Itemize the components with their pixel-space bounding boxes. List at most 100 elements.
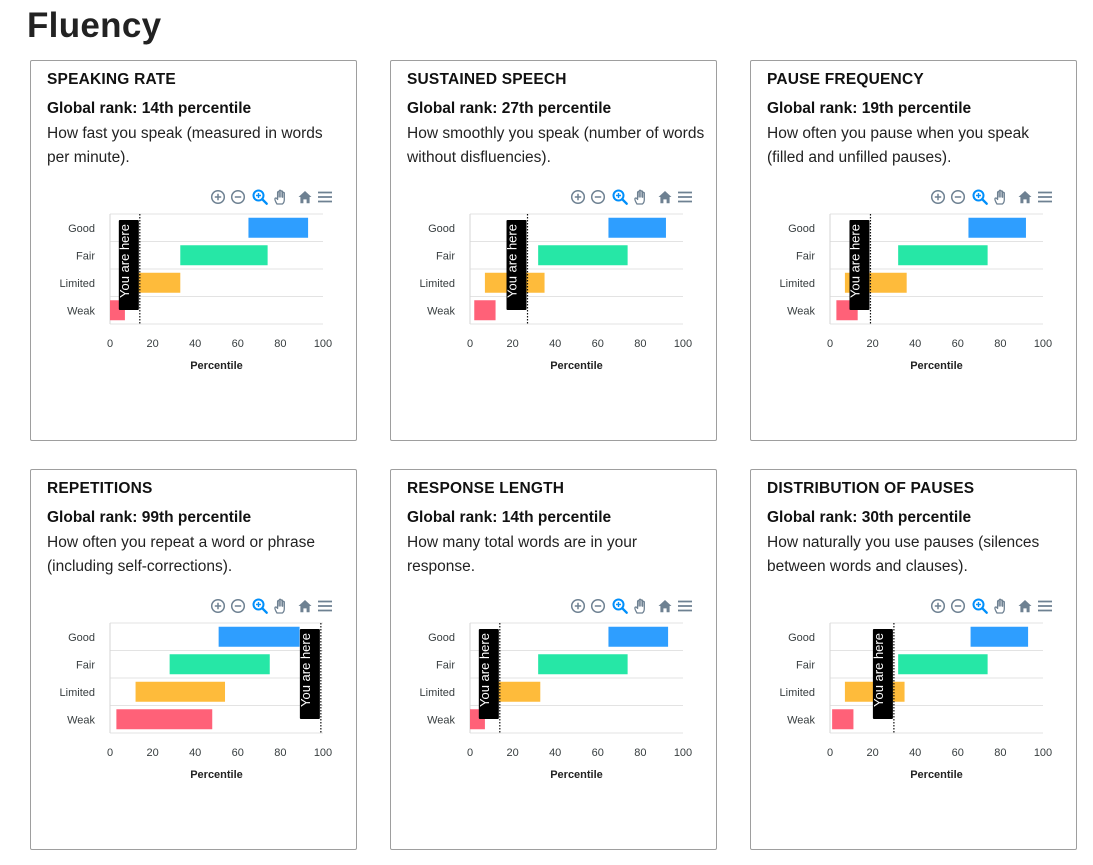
x-tick-label: 40	[909, 338, 921, 350]
reset-home-icon[interactable]	[656, 597, 674, 615]
x-tick-label: 100	[314, 747, 332, 759]
menu-icon[interactable]	[316, 597, 334, 615]
zoom-in-icon[interactable]	[929, 597, 947, 615]
pan-hand-icon[interactable]	[992, 597, 1010, 615]
menu-icon[interactable]	[1036, 188, 1054, 206]
category-label: Fair	[796, 659, 815, 671]
chart-repetitions: Good Fair Limited Weak 0 20 40 60 80 100 Percentil…	[60, 622, 332, 781]
card-title: RESPONSE LENGTH	[407, 480, 565, 497]
bar-fair[interactable]	[538, 245, 628, 266]
menu-icon[interactable]	[316, 188, 334, 206]
zoom-selection-icon[interactable]	[251, 597, 269, 615]
pan-hand-icon[interactable]	[272, 597, 290, 615]
you-are-here-label-bg	[478, 629, 499, 719]
category-label: Limited	[60, 687, 95, 699]
category-label: Weak	[427, 714, 455, 726]
menu-icon[interactable]	[676, 597, 694, 615]
category-label: Good	[68, 632, 95, 644]
x-tick-label: 80	[994, 338, 1006, 350]
x-tick-label: 100	[674, 338, 692, 350]
reset-home-icon[interactable]	[1016, 597, 1034, 615]
category-label: Weak	[67, 714, 95, 726]
zoom-out-icon[interactable]	[949, 188, 967, 206]
bar-weak[interactable]	[116, 709, 213, 730]
chart-toolbar	[569, 188, 699, 206]
card-rank: Global rank: 30th percentile	[767, 509, 972, 526]
x-tick-label: 0	[467, 338, 473, 350]
reset-home-icon[interactable]	[656, 188, 674, 206]
you-are-here-label: You are here	[298, 633, 313, 707]
x-tick-label: 60	[232, 747, 244, 759]
chart-toolbar	[569, 597, 699, 615]
bar-good[interactable]	[248, 217, 309, 238]
zoom-out-icon[interactable]	[229, 188, 247, 206]
bar-limited[interactable]	[135, 272, 181, 293]
zoom-out-icon[interactable]	[589, 597, 607, 615]
zoom-in-icon[interactable]	[569, 188, 587, 206]
zoom-selection-icon[interactable]	[611, 597, 629, 615]
category-label: Weak	[787, 305, 815, 317]
zoom-in-icon[interactable]	[209, 188, 227, 206]
menu-icon[interactable]	[676, 188, 694, 206]
x-tick-label: 20	[146, 747, 158, 759]
card-rank: Global rank: 14th percentile	[407, 509, 612, 526]
zoom-in-icon[interactable]	[569, 597, 587, 615]
x-tick-label: 20	[866, 338, 878, 350]
zoom-selection-icon[interactable]	[971, 597, 989, 615]
reset-home-icon[interactable]	[296, 188, 314, 206]
chart-distribution-of-pauses: Good Fair Limited Weak 0 20 40 60 80 100 Percentil…	[780, 622, 1052, 781]
zoom-out-icon[interactable]	[949, 597, 967, 615]
bar-good[interactable]	[218, 626, 300, 647]
reset-home-icon[interactable]	[1016, 188, 1034, 206]
x-tick-label: 80	[634, 747, 646, 759]
you-are-here-label: You are here	[505, 224, 520, 298]
category-label: Fair	[796, 250, 815, 262]
bar-good[interactable]	[608, 217, 666, 238]
x-tick-label: 100	[1034, 747, 1052, 759]
category-label: Limited	[780, 278, 815, 290]
bar-good[interactable]	[608, 626, 669, 647]
bar-fair[interactable]	[538, 654, 628, 675]
zoom-out-icon[interactable]	[589, 188, 607, 206]
x-tick-label: 20	[866, 747, 878, 759]
x-tick-label: 20	[506, 747, 518, 759]
card-description: How many total words are in your respons…	[407, 534, 638, 575]
card-rank: Global rank: 27th percentile	[407, 100, 612, 117]
zoom-in-icon[interactable]	[929, 188, 947, 206]
x-tick-label: 40	[909, 747, 921, 759]
pan-hand-icon[interactable]	[992, 188, 1010, 206]
you-are-here-label: You are here	[871, 633, 886, 707]
bar-fair[interactable]	[180, 245, 268, 266]
bar-weak[interactable]	[832, 709, 854, 730]
bar-fair[interactable]	[898, 245, 988, 266]
x-axis-title: Percentile	[550, 769, 603, 781]
pan-hand-icon[interactable]	[272, 188, 290, 206]
zoom-selection-icon[interactable]	[251, 188, 269, 206]
zoom-out-icon[interactable]	[229, 597, 247, 615]
category-label: Fair	[436, 250, 455, 262]
menu-icon[interactable]	[1036, 597, 1054, 615]
bar-limited[interactable]	[491, 681, 541, 702]
card-response-length: RESPONSE LENGTH Global rank: 14th percent…	[390, 469, 717, 850]
zoom-selection-icon[interactable]	[611, 188, 629, 206]
you-are-here-label-bg	[872, 629, 893, 719]
bar-fair[interactable]	[169, 654, 270, 675]
category-label: Good	[428, 223, 455, 235]
x-tick-label: 100	[1034, 338, 1052, 350]
zoom-in-icon[interactable]	[209, 597, 227, 615]
card-rank: Global rank: 99th percentile	[47, 509, 252, 526]
bar-good[interactable]	[968, 217, 1026, 238]
you-are-here-label: You are here	[847, 224, 862, 298]
bar-weak[interactable]	[474, 300, 496, 321]
pan-hand-icon[interactable]	[632, 188, 650, 206]
x-axis-title: Percentile	[550, 360, 603, 372]
zoom-selection-icon[interactable]	[971, 188, 989, 206]
bar-fair[interactable]	[898, 654, 988, 675]
bar-limited[interactable]	[135, 681, 226, 702]
x-axis-title: Percentile	[910, 769, 963, 781]
pan-hand-icon[interactable]	[632, 597, 650, 615]
chart-response-length: Good Fair Limited Weak 0 20 40 60 80 100 Percentil…	[420, 622, 692, 781]
bar-good[interactable]	[970, 626, 1029, 647]
category-label: Fair	[76, 250, 95, 262]
reset-home-icon[interactable]	[296, 597, 314, 615]
